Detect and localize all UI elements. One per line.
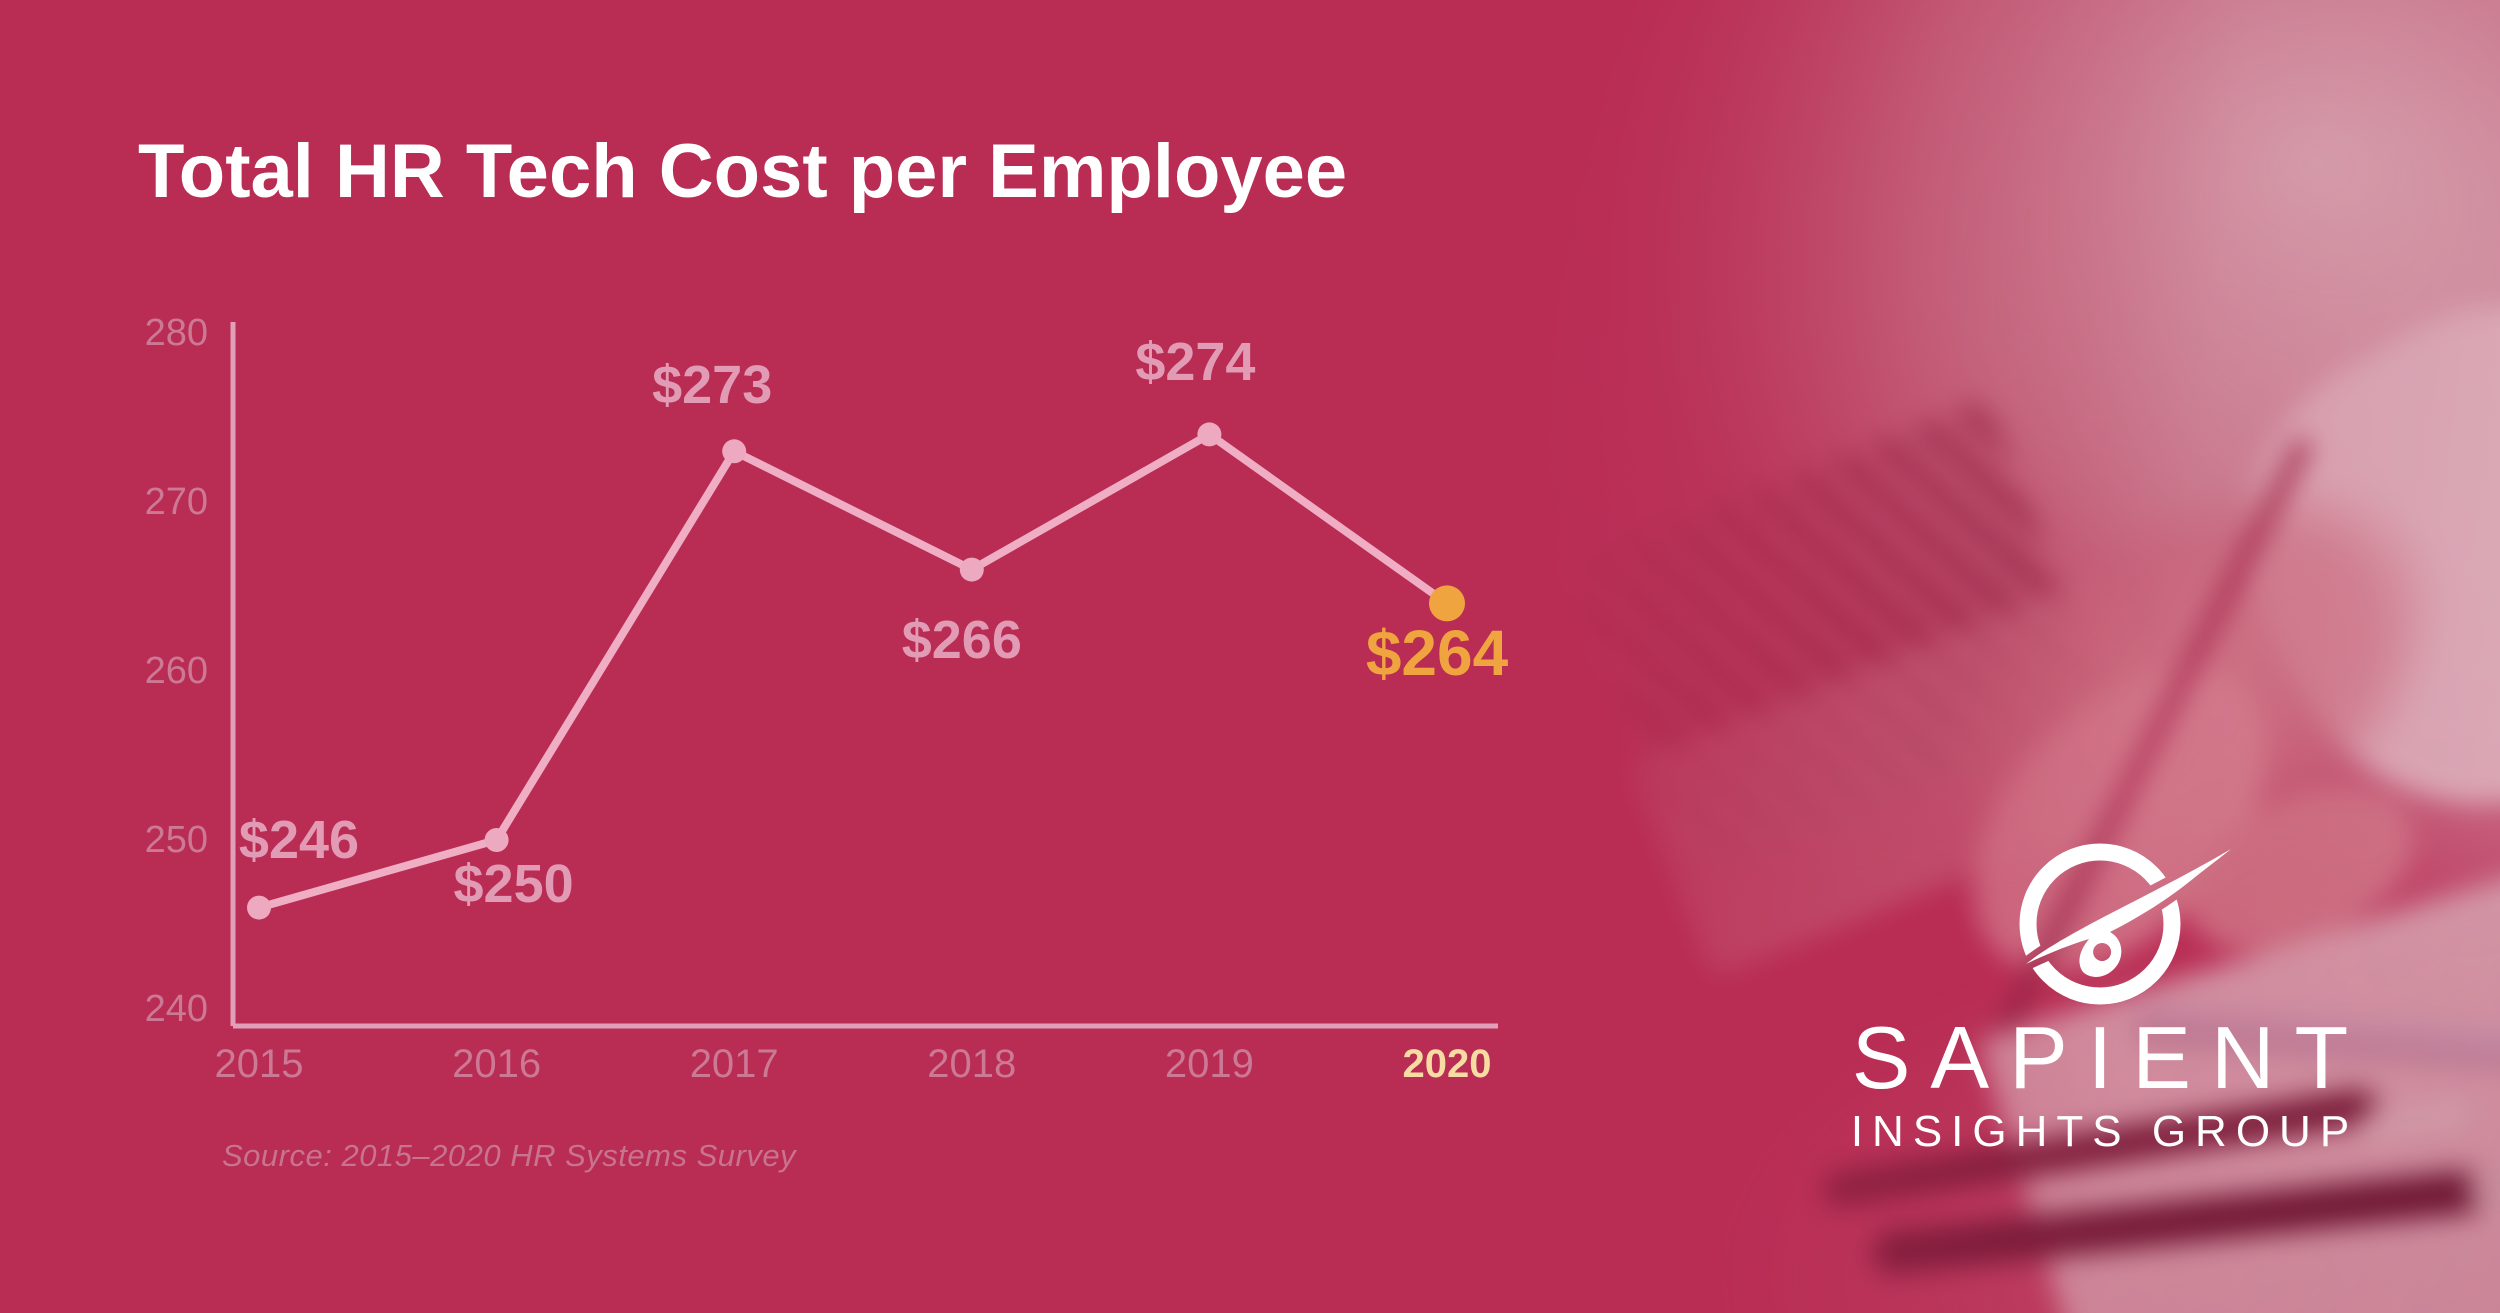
data-point-2017 (722, 439, 747, 464)
source-note: Source: 2015–2020 HR Systems Survey (222, 1138, 797, 1173)
x-axis-label-2017: 2017 (689, 1042, 779, 1086)
photo-crimson-tint-overlay (1380, 0, 2500, 1313)
brand-name-insights-group: INSIGHTS GROUP (1850, 1107, 2359, 1156)
brand-name-sapient: SAPIENT (1851, 1008, 2369, 1107)
y-axis-tick-250: 250 (144, 819, 208, 861)
data-point-2018 (959, 557, 984, 582)
data-label-2017: $273 (652, 355, 773, 416)
data-label-2018: $266 (901, 609, 1022, 670)
x-axis-label-2015: 2015 (214, 1042, 304, 1086)
data-point-2015 (247, 895, 271, 920)
x-axis-label-2019: 2019 (1164, 1042, 1254, 1086)
sapient-logo-icon (2019, 843, 2231, 1005)
data-label-2016: $250 (453, 854, 574, 914)
x-axis-label-2020: 2020 (1402, 1042, 1492, 1086)
data-label-2015: $246 (238, 809, 360, 870)
x-axis-label-2018: 2018 (927, 1042, 1017, 1086)
y-axis-tick-240: 240 (144, 988, 208, 1030)
page-title: Total HR Tech Cost per Employee (138, 129, 1348, 214)
data-point-2016 (484, 828, 509, 852)
y-axis-tick-280: 280 (144, 312, 208, 354)
y-axis-tick-260: 260 (144, 650, 208, 692)
data-point-2019 (1197, 422, 1222, 447)
x-axis-label-2016: 2016 (452, 1042, 542, 1086)
data-label-2020: $264 (1365, 617, 1509, 690)
background-photo (1380, 0, 2500, 1313)
y-axis-tick-270: 270 (144, 481, 208, 523)
data-label-2019: $274 (1135, 332, 1256, 393)
